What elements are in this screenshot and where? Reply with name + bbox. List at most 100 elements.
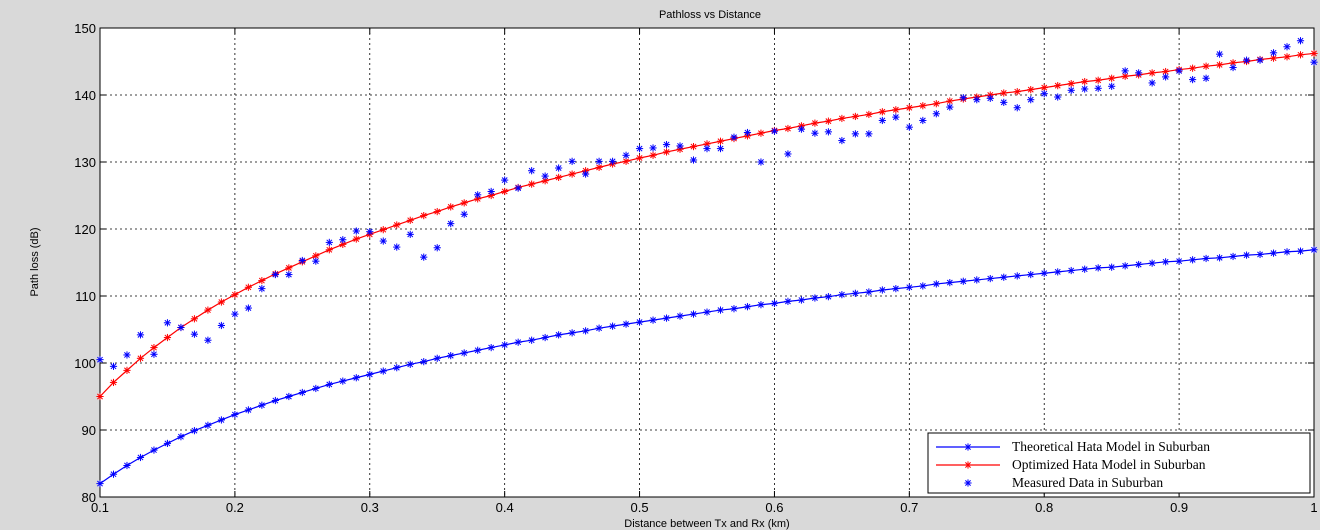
data-point-optimized <box>244 283 252 291</box>
data-point-theoretical <box>1054 268 1062 276</box>
legend-label: Measured Data in Suburban <box>1012 475 1163 490</box>
data-point-measured <box>123 351 131 359</box>
legend: Theoretical Hata Model in Suburban Optimi… <box>927 432 1311 494</box>
data-point-optimized <box>1040 84 1048 92</box>
data-point-measured <box>244 304 252 312</box>
y-tick-label: 80 <box>82 490 96 505</box>
legend-label: Optimized Hata Model in Suburban <box>1012 457 1206 472</box>
data-point-theoretical <box>352 374 360 382</box>
data-point-measured <box>770 127 779 135</box>
data-point-measured <box>1054 93 1062 101</box>
data-point-measured <box>487 187 495 196</box>
series-measured <box>96 37 1318 370</box>
data-point-measured <box>622 151 630 159</box>
data-point-measured <box>757 158 765 166</box>
data-point-optimized <box>919 102 927 110</box>
data-point-measured <box>946 103 954 111</box>
data-point-theoretical <box>1175 257 1183 265</box>
data-point-theoretical <box>946 279 954 287</box>
x-tick-label: 0.4 <box>496 500 514 515</box>
data-point-theoretical <box>420 358 428 366</box>
data-point-theoretical <box>1148 259 1156 267</box>
series-layer <box>96 37 1318 488</box>
data-point-theoretical <box>393 364 401 372</box>
data-point-theoretical <box>676 312 684 320</box>
data-point-measured <box>582 170 590 178</box>
data-point-measured <box>568 157 576 165</box>
data-point-theoretical <box>1135 260 1143 269</box>
legend-entry-theoretical: Theoretical Hata Model in Suburban <box>936 439 1210 454</box>
data-point-optimized <box>231 291 239 299</box>
data-point-optimized <box>635 154 644 162</box>
data-point-measured <box>608 157 617 165</box>
data-point-theoretical <box>136 453 145 462</box>
data-point-optimized <box>1081 78 1089 86</box>
data-point-optimized <box>1148 69 1156 77</box>
grid <box>100 28 1314 497</box>
data-point-optimized <box>163 333 172 342</box>
data-point-theoretical <box>406 360 414 368</box>
data-point-theoretical <box>838 291 846 299</box>
data-point-measured <box>109 362 118 370</box>
data-point-theoretical <box>973 276 981 284</box>
data-point-measured <box>528 167 536 175</box>
data-point-measured <box>797 125 806 133</box>
y-axis-title: Path loss (dB) <box>29 227 41 296</box>
data-point-theoretical <box>271 396 279 405</box>
data-point-theoretical <box>1013 272 1021 280</box>
y-tick-label: 110 <box>75 289 96 304</box>
x-tick-label: 0.8 <box>1035 500 1053 515</box>
data-point-optimized <box>352 235 360 243</box>
data-point-measured <box>312 257 320 265</box>
data-point-theoretical <box>123 461 131 470</box>
data-point-measured <box>1296 37 1305 45</box>
data-point-theoretical <box>1108 263 1116 271</box>
data-point-measured <box>1067 86 1075 94</box>
data-point-theoretical <box>366 370 374 378</box>
data-point-theoretical <box>474 346 482 354</box>
data-point-measured <box>433 244 441 252</box>
data-point-theoretical <box>608 322 617 330</box>
data-point-optimized <box>568 170 576 178</box>
data-point-optimized <box>460 199 468 207</box>
data-point-measured <box>730 133 738 141</box>
data-point-optimized <box>379 226 387 234</box>
data-point-optimized <box>150 343 158 352</box>
data-point-optimized <box>1202 62 1210 70</box>
data-point-optimized <box>865 110 873 119</box>
y-tick-label: 120 <box>74 222 96 237</box>
legend-marker <box>964 461 972 469</box>
data-point-measured <box>986 94 994 102</box>
data-point-measured <box>163 319 172 327</box>
data-point-theoretical <box>217 416 225 424</box>
data-point-optimized <box>1067 80 1075 88</box>
data-point-theoretical <box>770 299 779 307</box>
data-point-theoretical <box>285 392 293 401</box>
data-point-measured <box>1013 104 1021 112</box>
plot-area <box>99 27 1315 498</box>
y-tick-label: 130 <box>74 155 96 170</box>
data-point-optimized <box>1027 86 1035 94</box>
x-tick-label: 1 <box>1310 500 1317 515</box>
data-point-theoretical <box>716 306 725 314</box>
data-point-measured <box>460 210 468 218</box>
y-tick-label: 90 <box>82 423 96 438</box>
data-point-measured <box>1000 98 1008 106</box>
data-point-measured <box>1148 79 1156 87</box>
data-point-optimized <box>393 221 401 229</box>
data-point-measured <box>689 156 698 164</box>
data-point-optimized <box>824 117 832 125</box>
data-point-measured <box>271 270 279 279</box>
data-point-theoretical <box>1000 273 1008 281</box>
data-point-measured <box>662 140 671 149</box>
data-point-theoretical <box>1283 248 1291 256</box>
data-point-measured <box>258 285 266 293</box>
data-point-measured <box>743 128 752 137</box>
data-point-measured <box>919 116 927 125</box>
data-point-theoretical <box>757 301 765 309</box>
data-point-measured <box>595 157 603 165</box>
data-point-measured <box>973 96 981 104</box>
data-point-optimized <box>96 392 104 401</box>
data-point-measured <box>851 130 859 138</box>
